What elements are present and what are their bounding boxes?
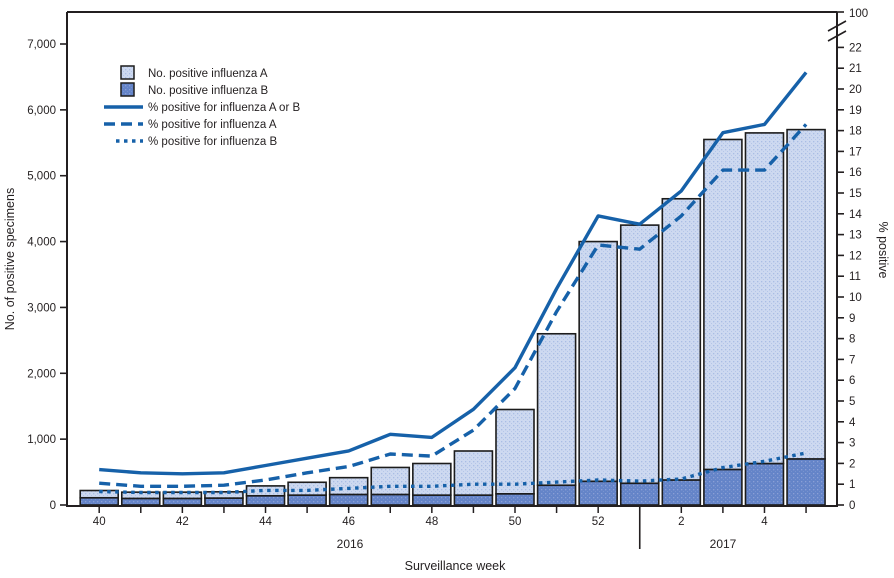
- legend-swatch-bar-a: [120, 65, 135, 80]
- bar-week-45-influenza-b: [287, 494, 327, 506]
- x-tick-label-week-42: 42: [176, 516, 189, 528]
- right-axis-tick-label: 5: [849, 396, 855, 408]
- line-pct-positive-a: [99, 123, 808, 488]
- x-tick-label-week-40: 40: [93, 516, 106, 528]
- bar-week-47-influenza-b: [370, 493, 411, 506]
- right-axis-tick-label: 6: [849, 375, 855, 387]
- right-axis-tick-label: 13: [849, 230, 862, 242]
- bar-week-4-influenza-b: [744, 462, 785, 506]
- left-axis-tick-label: 1,000: [27, 434, 56, 446]
- left-axis-tick-label: 7,000: [27, 39, 56, 51]
- right-axis-tick-label: 11: [849, 271, 861, 283]
- right-axis-tick-label: 16: [849, 167, 862, 179]
- x-tick-label-week-50: 50: [509, 516, 522, 528]
- bar-week-41-influenza-b: [120, 497, 161, 506]
- right-axis-tick-label: 1: [849, 479, 855, 491]
- left-axis-tick-label: 2,000: [27, 368, 56, 380]
- right-axis-tick-label: 3: [849, 438, 855, 450]
- legend-label: No. positive influenza B: [148, 85, 269, 97]
- line-pct-positive-a-or-b: [99, 71, 808, 476]
- bar-week-4-influenza-a: [744, 132, 785, 465]
- right-axis-tick-label: 21: [849, 63, 862, 75]
- legend-label: % positive for influenza B: [148, 136, 277, 148]
- bar-week-46-influenza-a: [328, 476, 369, 496]
- bar-week-43-influenza-b: [204, 497, 244, 506]
- right-axis-tick-label: 7: [849, 354, 855, 366]
- left-axis-tick-label: 6,000: [27, 105, 56, 117]
- left-axis-tick-label: 0: [50, 500, 56, 512]
- right-axis-tick-label: 8: [849, 334, 855, 346]
- bar-week-5-influenza-a: [786, 128, 826, 460]
- x-tick-label-week-52: 52: [592, 516, 605, 528]
- bar-week-40-influenza-a: [79, 489, 119, 499]
- year-label-2017: 2017: [710, 537, 737, 551]
- bar-week-52-influenza-a: [578, 240, 618, 483]
- x-tick-label-week-46: 46: [342, 516, 355, 528]
- right-axis-tick-label: 17: [849, 146, 862, 158]
- bar-week-1-influenza-b: [619, 482, 660, 506]
- left-axis-tick-label: 5,000: [27, 171, 56, 183]
- bar-week-2-influenza-a: [661, 197, 702, 481]
- bar-week-5-influenza-b: [786, 458, 826, 506]
- x-tick-label-week-44: 44: [259, 516, 272, 528]
- year-label-2016: 2016: [337, 537, 364, 551]
- right-axis-tick-label: 10: [849, 292, 862, 304]
- legend-label: No. positive influenza A: [148, 68, 268, 80]
- bar-week-46-influenza-b: [328, 493, 369, 506]
- right-axis-tick-label: 4: [849, 417, 856, 429]
- line-pct-positive-b: [99, 451, 807, 495]
- right-axis-tick-label: 20: [849, 84, 862, 96]
- legend-swatch-bar-b: [120, 82, 135, 97]
- bar-week-43-influenza-a: [204, 491, 244, 499]
- right-axis-tick-label: 18: [849, 126, 862, 138]
- bar-week-49-influenza-b: [453, 494, 494, 506]
- right-axis-tick-label: 0: [849, 500, 855, 512]
- bar-week-1-influenza-a: [619, 224, 660, 485]
- left-axis-tick-label: 3,000: [27, 302, 56, 314]
- right-axis-tick-label: 2: [849, 458, 855, 470]
- bar-week-44-influenza-b: [245, 494, 286, 506]
- bar-week-3-influenza-b: [703, 468, 743, 506]
- legend: No. positive influenza A No. positive inf…: [104, 65, 300, 148]
- bars-influenza-b: [79, 458, 826, 506]
- bar-week-48-influenza-a: [412, 462, 452, 496]
- legend-label: % positive for influenza A or B: [148, 102, 300, 114]
- right-axis-tick-label: 15: [849, 188, 862, 200]
- x-tick-label-week-48: 48: [425, 516, 438, 528]
- bar-week-2-influenza-b: [661, 479, 702, 506]
- bar-week-40-influenza-b: [79, 496, 119, 506]
- bar-week-52-influenza-b: [578, 480, 618, 506]
- right-axis-tick-label: 19: [849, 105, 862, 117]
- right-axis-tick-label: 22: [849, 42, 862, 54]
- bar-week-50-influenza-b: [495, 493, 535, 506]
- bars-influenza-a: [79, 128, 826, 500]
- right-axis-tick-label: 9: [849, 313, 855, 325]
- right-axis-break-top-label: 100: [849, 8, 868, 20]
- left-axis-tick-label: 4,000: [27, 237, 56, 249]
- y-axis-right-title: % positive: [876, 222, 890, 279]
- bar-week-3-influenza-a: [703, 138, 743, 471]
- axis-break-slash: [827, 30, 847, 42]
- x-axis-title: Surveillance week: [405, 559, 506, 573]
- right-axis-tick-label: 14: [849, 209, 862, 221]
- axis-break-slash: [827, 20, 847, 32]
- legend-label: % positive for influenza A: [148, 119, 277, 131]
- bar-week-51-influenza-b: [536, 484, 577, 506]
- bar-week-48-influenza-b: [412, 494, 452, 506]
- y-axis-left-title: No. of positive specimens: [3, 188, 17, 330]
- bar-week-51-influenza-a: [536, 332, 577, 487]
- bar-week-42-influenza-b: [162, 497, 203, 506]
- x-tick-label-week-2: 2: [678, 516, 684, 528]
- bar-week-47-influenza-a: [370, 466, 411, 496]
- bar-week-49-influenza-a: [453, 450, 494, 496]
- right-axis-tick-label: 12: [849, 250, 862, 262]
- bar-week-50-influenza-a: [495, 408, 535, 495]
- x-tick-label-week-4: 4: [761, 516, 768, 528]
